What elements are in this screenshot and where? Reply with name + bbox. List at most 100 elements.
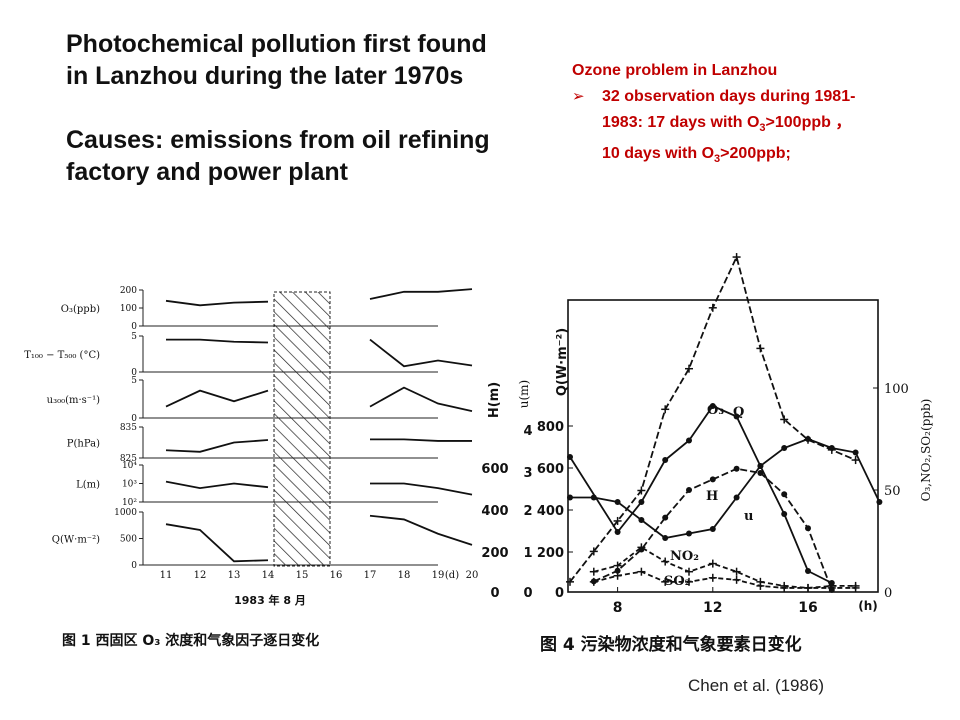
panel-5-tick-label: 1000 [114, 508, 137, 518]
panel-4-series-segment-0 [165, 480, 269, 490]
causes-line-2: factory and power plant [66, 158, 348, 186]
series-2-point [733, 413, 740, 420]
panel-4-tick-label: 10⁴ [122, 461, 137, 471]
q-axis-tick: 600 [537, 462, 564, 477]
panel-4-series-segment-1 [370, 482, 473, 496]
bullet-line-c1: 10 days with O [602, 145, 715, 163]
series-3-point [781, 445, 788, 451]
panel-3-label: P(hPa) [67, 439, 100, 450]
q-axis-tick: 0 [555, 586, 564, 601]
panel-3-series-segment-0 [165, 439, 269, 453]
series-5-line [593, 570, 856, 589]
panel-1-label: T₁₀₀ − T₅₀₀ (°C) [24, 350, 100, 361]
series-1-point [662, 514, 669, 521]
fig1-x-tick: 18 [398, 570, 411, 581]
panel-5-tick-label: 500 [120, 535, 137, 545]
series-2-point [805, 568, 811, 574]
panel-5-series-segment-1 [369, 514, 473, 546]
series-3-point [876, 499, 883, 505]
panel-1-tick-label: 5 [131, 332, 137, 342]
q-axis-tick: 400 [537, 504, 564, 519]
panel-0-series-segment-1 [369, 288, 473, 300]
u-axis-tick: 2 [523, 504, 532, 519]
series-1-point [757, 470, 764, 476]
panel-2-series-segment-0 [165, 389, 269, 408]
series-3-point [709, 526, 716, 532]
series-3-point [638, 517, 645, 523]
series-2-group [567, 403, 835, 586]
right-axis-tick: 0 [884, 586, 892, 601]
fig1-x-tick: 11 [160, 570, 173, 581]
q-axis-tick: 200 [537, 546, 564, 561]
fig1-x-tick: 15 [296, 570, 309, 581]
series-1-point [781, 491, 788, 498]
bullet-arrow-icon: ➢ [572, 88, 585, 105]
citation: Chen et al. (1986) [688, 676, 825, 695]
series-2-point [638, 499, 645, 505]
ozone-heading: Ozone problem in Lanzhou [572, 62, 778, 79]
panel-0-series-segment-0 [165, 299, 269, 307]
series-1-point [709, 476, 716, 483]
fig4-frame [567, 299, 879, 593]
h-axis-tick: 0 [490, 586, 499, 601]
fig4-caption: 图 4 污染物浓度和气象要素日变化 [540, 634, 802, 655]
panel-4-tick-label: 10³ [122, 480, 137, 490]
fig1-x-tick: 17 [364, 570, 377, 581]
series-1-point [686, 487, 692, 493]
series-3-point [686, 530, 692, 537]
series-3-point [614, 499, 621, 505]
panel-5-series-segment-0 [165, 523, 269, 563]
panel-0-tick-label: 0 [131, 322, 137, 332]
h-axis-title: H(m) [487, 382, 502, 418]
series-4-group [589, 543, 860, 592]
fig4-x-unit: (h) [858, 599, 878, 613]
series-3-point [805, 436, 811, 442]
fig1-x-tick: 19 [432, 570, 445, 581]
panel-3-tick-label: 825 [120, 454, 137, 464]
fig1-x-tick: 14 [262, 570, 275, 581]
series-3-point [852, 449, 859, 456]
hatched-gap-region [273, 291, 331, 567]
fig1-x-tick: 12 [194, 570, 207, 581]
panel-1-tick-label: 0 [131, 368, 137, 378]
panel-2-tick-label: 5 [131, 376, 137, 386]
series-2-point [567, 454, 573, 460]
u-axis-tick: 1 [523, 546, 532, 561]
panel-3-series-segment-1 [370, 438, 472, 442]
fig1-x-tick: 20 [466, 570, 479, 581]
bullet-line-c2: >200ppb; [720, 145, 791, 163]
panel-5-label: Q(W·m⁻²) [52, 535, 100, 546]
series-3-point [590, 494, 597, 501]
slide-title: Photochemical pollution first found in L… [66, 28, 556, 188]
series-0-group [566, 253, 860, 586]
panel-0-tick-label: 100 [120, 304, 137, 314]
series-3-point [567, 494, 573, 501]
series-2-line [569, 404, 833, 584]
fig1-x-label: 1983 年 8 月 [234, 593, 306, 607]
panel-4-tick-label: 10² [122, 498, 137, 508]
fig1-x-unit: (d) [445, 570, 459, 581]
series-2-point [686, 437, 692, 444]
panel-5-tick-label: 0 [131, 561, 137, 571]
h-axis-tick: 400 [481, 504, 508, 519]
series-3-group [567, 436, 883, 541]
series-3-point [757, 463, 764, 469]
fig1-x-tick: 16 [330, 570, 343, 581]
panel-0-tick-label: 200 [120, 286, 137, 296]
fig4-x-tick: 12 [703, 600, 722, 616]
series-1-label: Q [733, 405, 744, 420]
fig4-x-tick: 16 [798, 600, 817, 616]
panel-1-series-segment-0 [166, 338, 269, 344]
series-1-point [733, 465, 740, 472]
series-1-point [805, 525, 811, 532]
h-axis-tick: 600 [481, 462, 508, 477]
q-axis-tick: 800 [537, 420, 564, 435]
causes-line-1: Causes: emissions from oil refining [66, 126, 490, 154]
panel-4-label: L(m) [76, 480, 100, 491]
fig1-caption: 图 1 西固区 O₃ 浓度和气象因子逐日变化 [62, 632, 319, 649]
right-axis-title: O₃,NO₂,SO₂(ppb) [919, 399, 933, 502]
panel-3-tick-label: 835 [120, 423, 137, 433]
series-2-point [614, 529, 621, 535]
